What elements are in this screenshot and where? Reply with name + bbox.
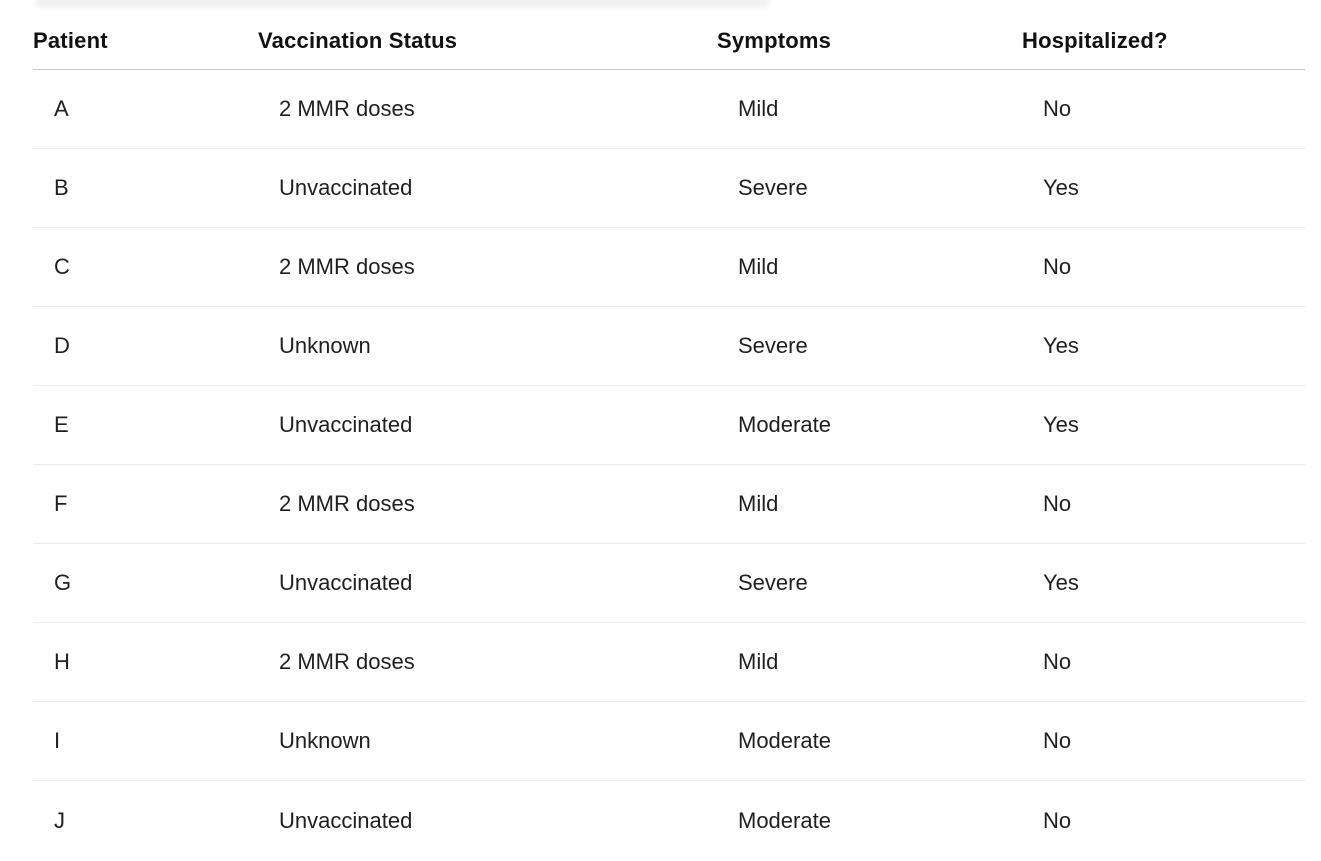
table-row: E Unvaccinated Moderate Yes [33,386,1305,465]
cell-patient: H [54,649,70,674]
table-row: J Unvaccinated Moderate No [33,781,1305,860]
cell-patient: G [54,570,72,595]
cell-symptoms: Moderate [738,807,831,833]
cell-symptoms: Severe [738,570,808,595]
cell-vaccination-status: 2 MMR doses [279,491,415,516]
table-row: D Unknown Severe Yes [33,307,1305,386]
table-row: B Unvaccinated Severe Yes [33,149,1305,228]
cell-vaccination-status: Unknown [279,333,371,358]
cell-patient: C [54,254,70,279]
column-header-vaccination-status: Vaccination Status [258,27,458,53]
cell-vaccination-status: Unvaccinated [279,570,413,595]
column-header-patient: Patient [33,27,108,53]
cell-vaccination-status: 2 MMR doses [279,649,415,674]
cell-symptoms: Mild [738,96,779,121]
cell-vaccination-status: Unvaccinated [279,807,413,833]
cell-hospitalized: Yes [1043,333,1079,358]
table-header-row: Patient Vaccination Status Symptoms Hosp… [33,0,1305,70]
cell-vaccination-status: 2 MMR doses [279,96,415,121]
cell-symptoms: Mild [738,491,779,516]
cell-hospitalized: Yes [1043,175,1079,200]
cell-vaccination-status: Unvaccinated [279,175,413,200]
cell-patient: E [54,412,69,437]
table-row: G Unvaccinated Severe Yes [33,544,1305,623]
table-row: C 2 MMR doses Mild No [33,228,1305,307]
cell-hospitalized: No [1043,649,1072,674]
cell-patient: I [54,728,61,753]
cell-hospitalized: No [1043,491,1072,516]
cell-vaccination-status: 2 MMR doses [279,254,415,279]
cell-vaccination-status: Unknown [279,728,371,753]
cell-symptoms: Moderate [738,412,831,437]
cell-hospitalized: No [1043,728,1072,753]
cell-hospitalized: Yes [1043,570,1079,595]
cell-vaccination-status: Unvaccinated [279,412,413,437]
table-row: A 2 MMR doses Mild No [33,70,1305,149]
table-row: H 2 MMR doses Mild No [33,623,1305,702]
cell-symptoms: Mild [738,254,779,279]
cell-hospitalized: No [1043,254,1072,279]
cell-patient: D [54,333,70,358]
cell-patient: B [54,175,69,200]
cell-patient: J [54,807,65,833]
cell-symptoms: Mild [738,649,779,674]
cell-symptoms: Severe [738,175,808,200]
patients-table: Patient Vaccination Status Symptoms Hosp… [33,0,1305,860]
cell-symptoms: Severe [738,333,808,358]
column-header-hospitalized: Hospitalized? [1022,27,1168,53]
cell-hospitalized: No [1043,807,1072,833]
column-header-symptoms: Symptoms [717,27,832,53]
cell-patient: A [54,96,69,121]
cell-patient: F [54,491,68,516]
table-body: A 2 MMR doses Mild No B Unvaccinated Sev… [33,70,1305,860]
cell-hospitalized: No [1043,96,1072,121]
table-row: I Unknown Moderate No [33,702,1305,781]
table-row: F 2 MMR doses Mild No [33,465,1305,544]
cell-hospitalized: Yes [1043,412,1079,437]
cell-symptoms: Moderate [738,728,831,753]
